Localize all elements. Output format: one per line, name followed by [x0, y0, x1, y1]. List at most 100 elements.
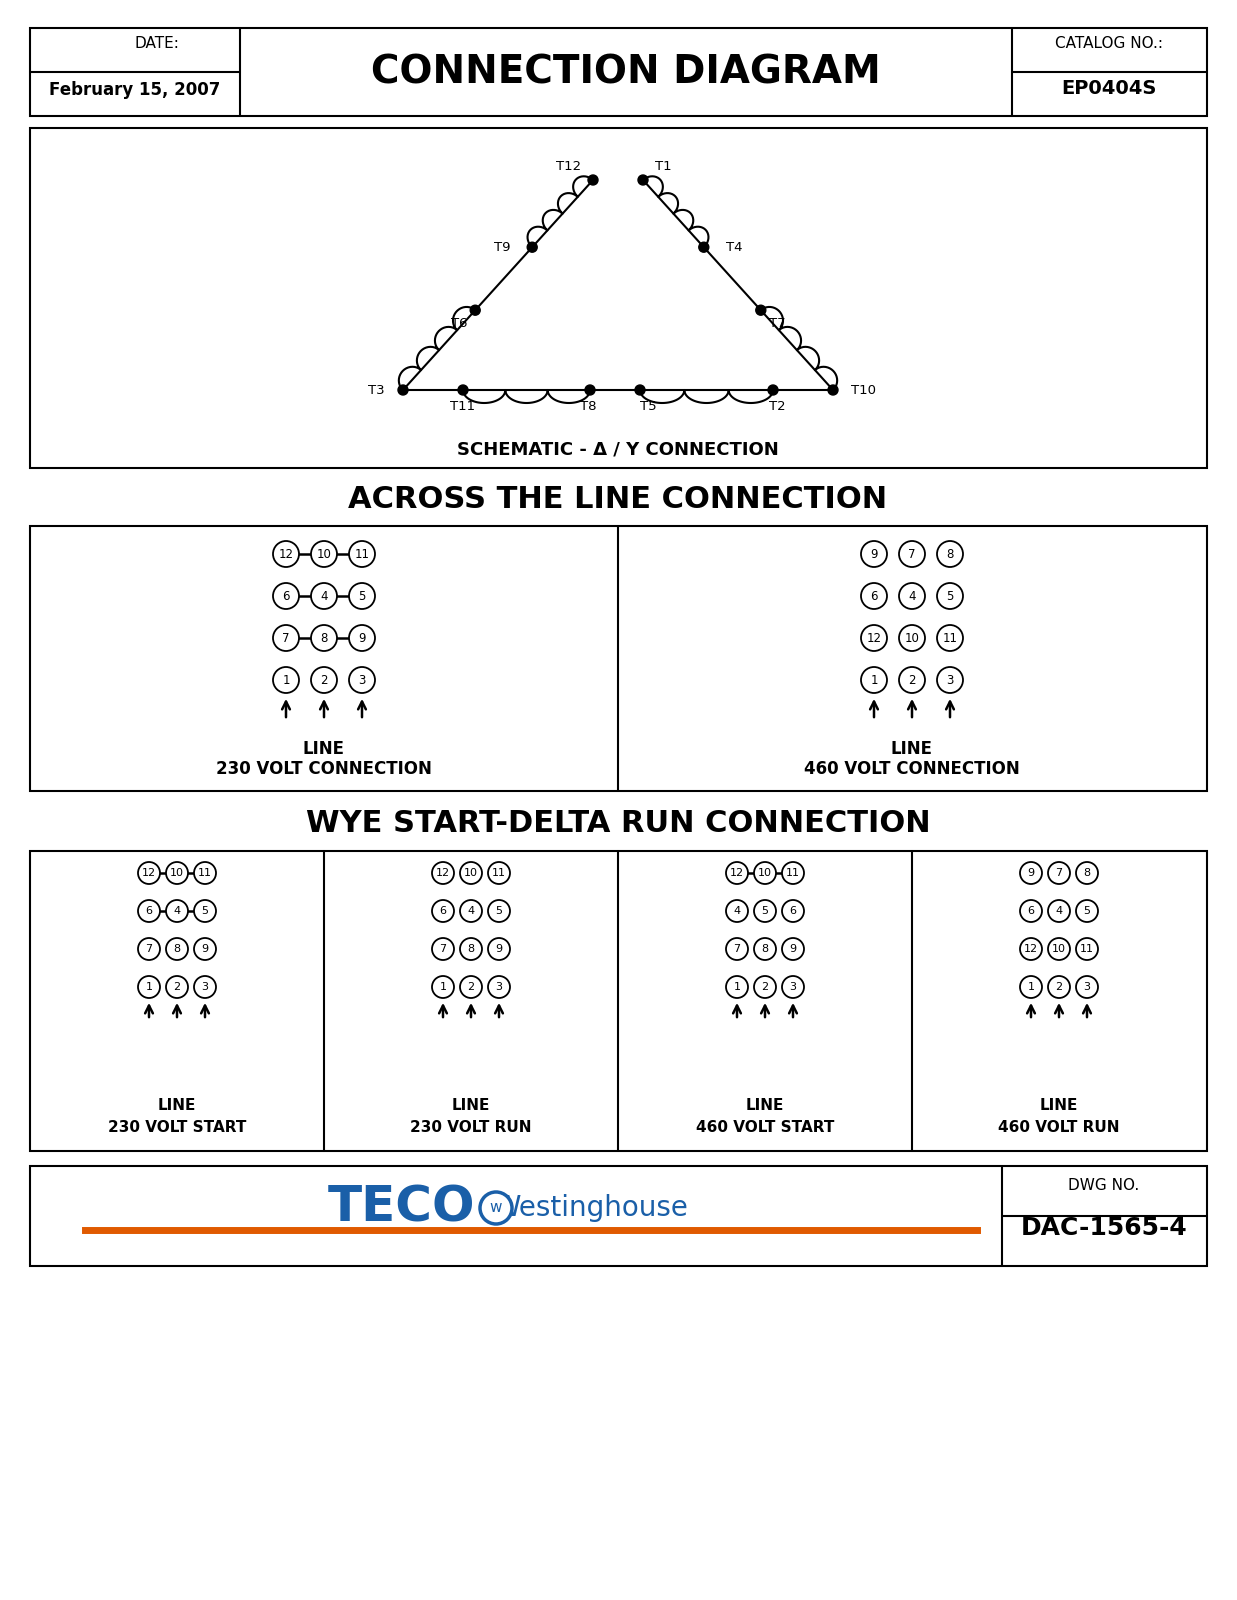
Circle shape	[273, 626, 299, 651]
Circle shape	[936, 541, 962, 566]
Circle shape	[166, 976, 188, 998]
Text: 3: 3	[789, 982, 797, 992]
Text: 11: 11	[355, 547, 370, 560]
Text: 5: 5	[762, 906, 768, 915]
Circle shape	[139, 862, 160, 883]
Circle shape	[349, 626, 375, 651]
Text: CONNECTION DIAGRAM: CONNECTION DIAGRAM	[371, 53, 881, 91]
Text: 10: 10	[169, 867, 184, 878]
Circle shape	[1076, 899, 1098, 922]
Text: ACROSS THE LINE CONNECTION: ACROSS THE LINE CONNECTION	[349, 485, 888, 515]
Circle shape	[489, 862, 510, 883]
Bar	[30, 851, 1207, 1150]
Bar	[30, 526, 1207, 790]
Text: 2: 2	[468, 982, 475, 992]
Text: 4: 4	[320, 589, 328, 603]
Circle shape	[432, 938, 454, 960]
Circle shape	[936, 667, 962, 693]
Text: LINE: LINE	[303, 739, 345, 758]
Text: 3: 3	[946, 674, 954, 686]
Circle shape	[273, 582, 299, 610]
Circle shape	[1021, 862, 1042, 883]
Circle shape	[936, 626, 962, 651]
Circle shape	[782, 938, 804, 960]
Circle shape	[432, 899, 454, 922]
Text: 7: 7	[146, 944, 152, 954]
Text: 4: 4	[468, 906, 475, 915]
Circle shape	[726, 862, 748, 883]
Circle shape	[635, 386, 644, 395]
Bar	[30, 27, 1207, 117]
Circle shape	[310, 667, 336, 693]
Text: 4: 4	[173, 906, 181, 915]
Text: 9: 9	[359, 632, 366, 645]
Text: 8: 8	[320, 632, 328, 645]
Circle shape	[139, 938, 160, 960]
Text: 1: 1	[734, 982, 741, 992]
Text: 1: 1	[1028, 982, 1034, 992]
Text: SCHEMATIC - Δ / Y CONNECTION: SCHEMATIC - Δ / Y CONNECTION	[458, 442, 779, 459]
Circle shape	[585, 386, 595, 395]
Circle shape	[861, 667, 887, 693]
Circle shape	[349, 582, 375, 610]
Text: 7: 7	[439, 944, 447, 954]
Text: 460 VOLT START: 460 VOLT START	[695, 1120, 834, 1134]
Circle shape	[756, 306, 766, 315]
Circle shape	[489, 938, 510, 960]
Circle shape	[194, 938, 216, 960]
Text: 4: 4	[1055, 906, 1063, 915]
Text: 5: 5	[496, 906, 502, 915]
Circle shape	[726, 899, 748, 922]
Circle shape	[349, 667, 375, 693]
Text: T9: T9	[494, 240, 510, 254]
Text: T12: T12	[555, 160, 581, 173]
Circle shape	[527, 242, 537, 253]
Text: 9: 9	[1028, 867, 1034, 878]
Circle shape	[755, 862, 776, 883]
Text: T2: T2	[768, 400, 785, 413]
Text: 6: 6	[871, 589, 878, 603]
Text: 230 VOLT RUN: 230 VOLT RUN	[411, 1120, 532, 1134]
Text: 5: 5	[946, 589, 954, 603]
Text: 7: 7	[1055, 867, 1063, 878]
Text: 2: 2	[762, 982, 768, 992]
Circle shape	[638, 174, 648, 186]
Circle shape	[768, 386, 778, 395]
Text: 12: 12	[435, 867, 450, 878]
Text: T6: T6	[450, 317, 468, 330]
Text: 6: 6	[146, 906, 152, 915]
Text: 9: 9	[496, 944, 502, 954]
Text: 5: 5	[359, 589, 366, 603]
Text: 10: 10	[1051, 944, 1066, 954]
Text: T1: T1	[656, 160, 672, 173]
Circle shape	[782, 976, 804, 998]
Text: T11: T11	[450, 400, 475, 413]
Text: CATALOG NO.:: CATALOG NO.:	[1055, 37, 1163, 51]
Circle shape	[166, 899, 188, 922]
Text: 460 VOLT RUN: 460 VOLT RUN	[998, 1120, 1119, 1134]
Text: 3: 3	[496, 982, 502, 992]
Text: DAC-1565-4: DAC-1565-4	[1021, 1216, 1188, 1240]
Text: T5: T5	[640, 400, 657, 413]
Circle shape	[899, 626, 925, 651]
Text: LINE: LINE	[452, 1099, 490, 1114]
Circle shape	[273, 541, 299, 566]
Text: 2: 2	[320, 674, 328, 686]
Text: 8: 8	[1084, 867, 1091, 878]
Text: 11: 11	[198, 867, 212, 878]
Circle shape	[755, 899, 776, 922]
Circle shape	[1076, 862, 1098, 883]
Text: T8: T8	[580, 400, 596, 413]
Circle shape	[460, 938, 482, 960]
Circle shape	[726, 976, 748, 998]
Text: 3: 3	[359, 674, 366, 686]
Text: 9: 9	[789, 944, 797, 954]
Text: 5: 5	[202, 906, 209, 915]
Text: 11: 11	[785, 867, 800, 878]
Text: 10: 10	[758, 867, 772, 878]
Circle shape	[460, 862, 482, 883]
Circle shape	[194, 899, 216, 922]
Circle shape	[139, 976, 160, 998]
Circle shape	[1076, 938, 1098, 960]
Circle shape	[310, 626, 336, 651]
